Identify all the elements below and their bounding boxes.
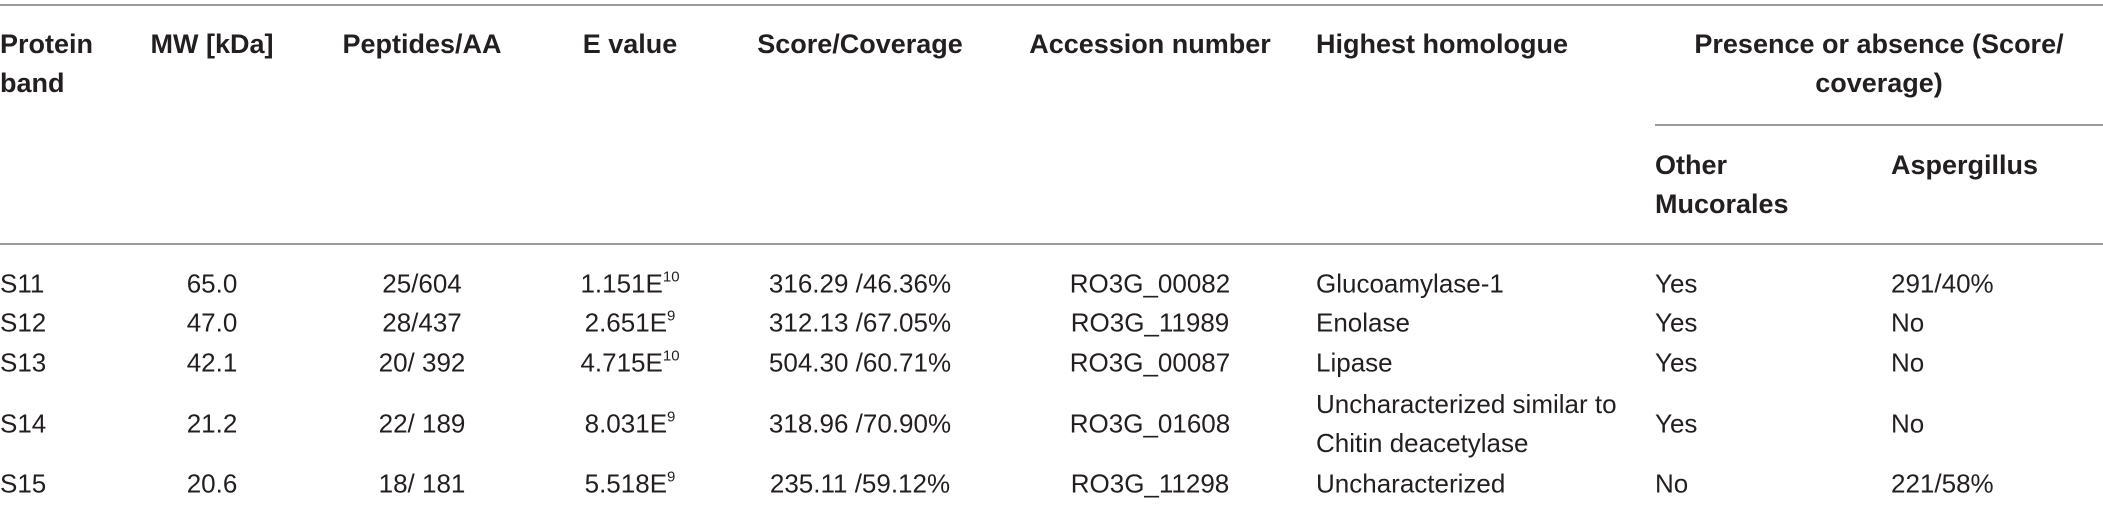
table-cell: 28/437 (382, 307, 462, 338)
table-cell: Yes (1655, 307, 1698, 338)
table-cell: 18/ 181 (378, 468, 466, 499)
e-value: 1.151E10 (530, 265, 730, 304)
column-header: Score/Coverage (757, 29, 963, 59)
column-header: Highest homologue (1316, 29, 1568, 59)
table-cell: RO3G_00082 (1069, 268, 1231, 299)
table-cell: 65.0 (186, 268, 238, 299)
table-cell: 20.6 (186, 468, 238, 499)
e-value-exponent: 9 (667, 408, 676, 426)
column-header: Accession number (1029, 29, 1271, 59)
sub-header: Aspergillus (1891, 150, 2039, 180)
table-cell: No (1891, 408, 1925, 439)
table-cell: Enolase (1316, 307, 1410, 338)
e-value-base: 2.651E (584, 307, 668, 338)
table-cell: 22/ 189 (378, 408, 466, 439)
table-cell: 291/40% (1891, 268, 1994, 299)
e-value-exponent: 9 (667, 468, 676, 486)
table-cell: 47.0 (186, 307, 238, 338)
table-cell: 221/58% (1891, 468, 1994, 499)
table-cell: 42.1 (186, 347, 238, 378)
table-cell: RO3G_00087 (1069, 347, 1231, 378)
table-cell: 504.30 /60.71% (768, 347, 952, 378)
table-cell: S11 (0, 268, 45, 299)
table-cell: 21.2 (186, 408, 238, 439)
table-cell: Glucoamylase-1 (1316, 268, 1504, 299)
table-cell: 235.11 /59.12% (769, 468, 951, 499)
table-cell: 20/ 392 (378, 347, 466, 378)
table-cell: 312.13 /67.05% (768, 307, 952, 338)
table-cell: Yes (1655, 268, 1698, 299)
table-cell: No (1891, 347, 1925, 378)
e-value-exponent: 10 (662, 268, 680, 286)
table-cell: 25/604 (382, 268, 462, 299)
sub-header: Other Mucorales (1655, 150, 1789, 219)
table-cell: RO3G_11989 (1070, 307, 1230, 338)
top-rule (0, 4, 2103, 6)
table-cell: Lipase (1316, 347, 1393, 378)
column-header: Protein band (0, 29, 94, 98)
column-header: MW [kDa] (150, 29, 274, 59)
group-header: Presence or absence (Score/ coverage) (1694, 29, 2064, 98)
e-value: 5.518E9 (530, 465, 730, 504)
table-cell: No (1655, 468, 1689, 499)
table-cell: Yes (1655, 347, 1698, 378)
table-cell: S12 (0, 307, 47, 338)
e-value-exponent: 9 (667, 307, 676, 325)
e-value-base: 4.715E (580, 347, 663, 378)
table-cell: RO3G_11298 (1070, 468, 1230, 499)
table-cell: 316.29 /46.36% (768, 268, 952, 299)
e-value: 4.715E10 (530, 344, 730, 383)
table-cell: No (1891, 307, 1925, 338)
table-cell: Uncharacterized (1316, 468, 1506, 499)
column-header: E value (582, 29, 678, 59)
header-rule (0, 243, 2103, 245)
group-rule (1655, 124, 2103, 126)
e-value-exponent: 10 (662, 347, 680, 365)
e-value: 8.031E9 (530, 405, 730, 444)
table-cell: Yes (1655, 408, 1698, 439)
table-cell: S13 (0, 347, 47, 378)
column-header: Peptides/AA (342, 29, 502, 59)
table-cell: RO3G_01608 (1069, 408, 1231, 439)
table-cell: Uncharacterized similar to Chitin deacet… (1316, 389, 1617, 458)
e-value-base: 1.151E (580, 268, 663, 299)
e-value-base: 8.031E (584, 408, 668, 439)
e-value: 2.651E9 (530, 304, 730, 343)
e-value-base: 5.518E (584, 468, 668, 499)
table-cell: S15 (0, 468, 47, 499)
table-cell: 318.96 /70.90% (768, 408, 952, 439)
table-cell: S14 (0, 408, 47, 439)
